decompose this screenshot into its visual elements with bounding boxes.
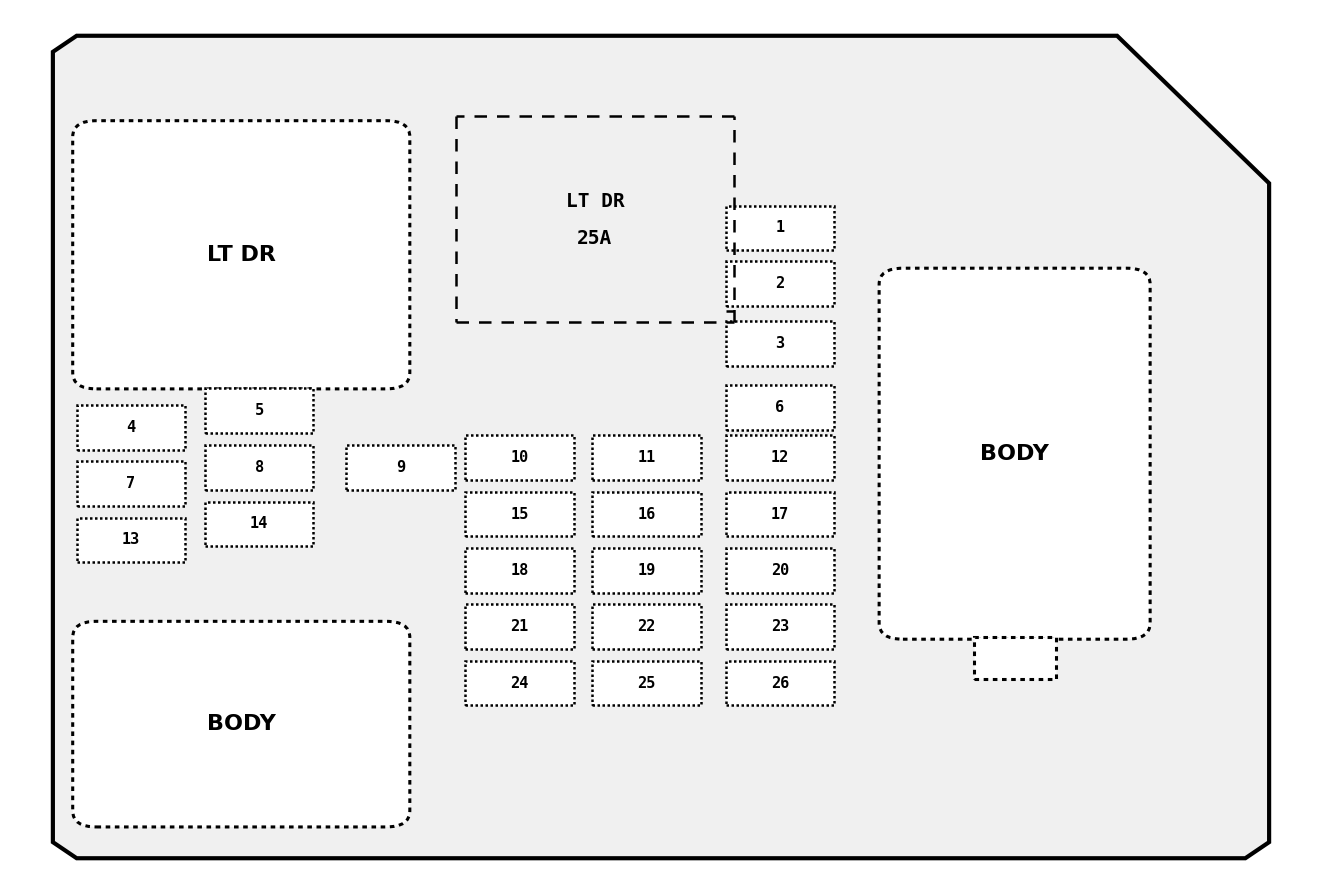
FancyBboxPatch shape	[73, 621, 410, 827]
Bar	[592, 492, 701, 536]
Text: 14: 14	[250, 517, 268, 531]
Bar	[726, 385, 834, 430]
Text: 25: 25	[637, 676, 656, 690]
Bar	[726, 492, 834, 536]
Text: 24: 24	[510, 676, 529, 690]
Text: 4: 4	[127, 420, 135, 434]
Bar	[77, 461, 185, 506]
Text: 3: 3	[776, 336, 784, 350]
Bar	[465, 661, 574, 705]
Text: 11: 11	[637, 451, 656, 465]
Text: 25A: 25A	[578, 229, 612, 249]
FancyBboxPatch shape	[73, 121, 410, 389]
Text: 1: 1	[776, 221, 784, 235]
Bar	[592, 435, 701, 480]
Text: 12: 12	[771, 451, 789, 465]
FancyBboxPatch shape	[879, 268, 1150, 639]
Text: LT DR: LT DR	[206, 245, 276, 265]
Text: 13: 13	[122, 533, 140, 547]
Text: 16: 16	[637, 507, 656, 521]
Bar	[77, 518, 185, 562]
Text: 21: 21	[510, 620, 529, 634]
Bar	[726, 661, 834, 705]
Text: 18: 18	[510, 563, 529, 578]
Bar	[465, 548, 574, 593]
Bar	[346, 445, 455, 490]
Bar	[77, 405, 185, 450]
Text: 9: 9	[397, 460, 405, 475]
Bar	[726, 206, 834, 250]
Text: 17: 17	[771, 507, 789, 521]
Text: 10: 10	[510, 451, 529, 465]
Text: 8: 8	[255, 460, 263, 475]
Bar	[465, 435, 574, 480]
Bar	[465, 492, 574, 536]
Bar	[974, 637, 1056, 679]
Bar	[726, 604, 834, 649]
Text: BODY: BODY	[206, 714, 276, 734]
Text: 5: 5	[255, 403, 263, 417]
Bar	[205, 388, 313, 433]
Text: 6: 6	[776, 401, 784, 415]
Text: 26: 26	[771, 676, 789, 690]
Text: LT DR: LT DR	[566, 191, 624, 211]
Text: 23: 23	[771, 620, 789, 634]
Bar	[726, 261, 834, 306]
Bar	[592, 604, 701, 649]
Bar	[592, 548, 701, 593]
Bar	[592, 661, 701, 705]
Bar	[726, 548, 834, 593]
Bar	[726, 435, 834, 480]
Bar	[205, 502, 313, 546]
Text: 20: 20	[771, 563, 789, 578]
Text: BODY: BODY	[980, 443, 1050, 464]
Text: 7: 7	[127, 477, 135, 491]
Bar	[205, 445, 313, 490]
Text: 2: 2	[776, 276, 784, 291]
Text: 15: 15	[510, 507, 529, 521]
Text: 19: 19	[637, 563, 656, 578]
Bar	[726, 321, 834, 366]
Polygon shape	[53, 36, 1269, 858]
Bar	[465, 604, 574, 649]
Text: 22: 22	[637, 620, 656, 634]
